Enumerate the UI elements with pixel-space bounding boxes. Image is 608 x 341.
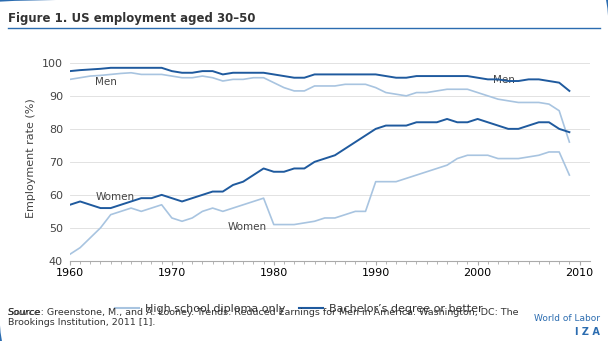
Text: I Z A: I Z A xyxy=(575,327,600,337)
Text: Women: Women xyxy=(228,222,267,232)
Text: Source: Greenstone, M., and A. Looney. Trends: Reduced Earnings for Men in Ameri: Source: Greenstone, M., and A. Looney. T… xyxy=(8,308,519,327)
Text: Men: Men xyxy=(493,75,515,85)
Text: Source: Source xyxy=(8,308,41,316)
Text: Women: Women xyxy=(95,192,134,202)
Y-axis label: Employment rate (%): Employment rate (%) xyxy=(26,99,36,219)
Text: Men: Men xyxy=(95,77,117,87)
Legend: High school diploma only, Bachelor’s degree or better: High school diploma only, Bachelor’s deg… xyxy=(111,300,487,319)
Text: World of Labor: World of Labor xyxy=(534,314,600,323)
Text: Figure 1. US employment aged 30–50: Figure 1. US employment aged 30–50 xyxy=(8,12,255,25)
